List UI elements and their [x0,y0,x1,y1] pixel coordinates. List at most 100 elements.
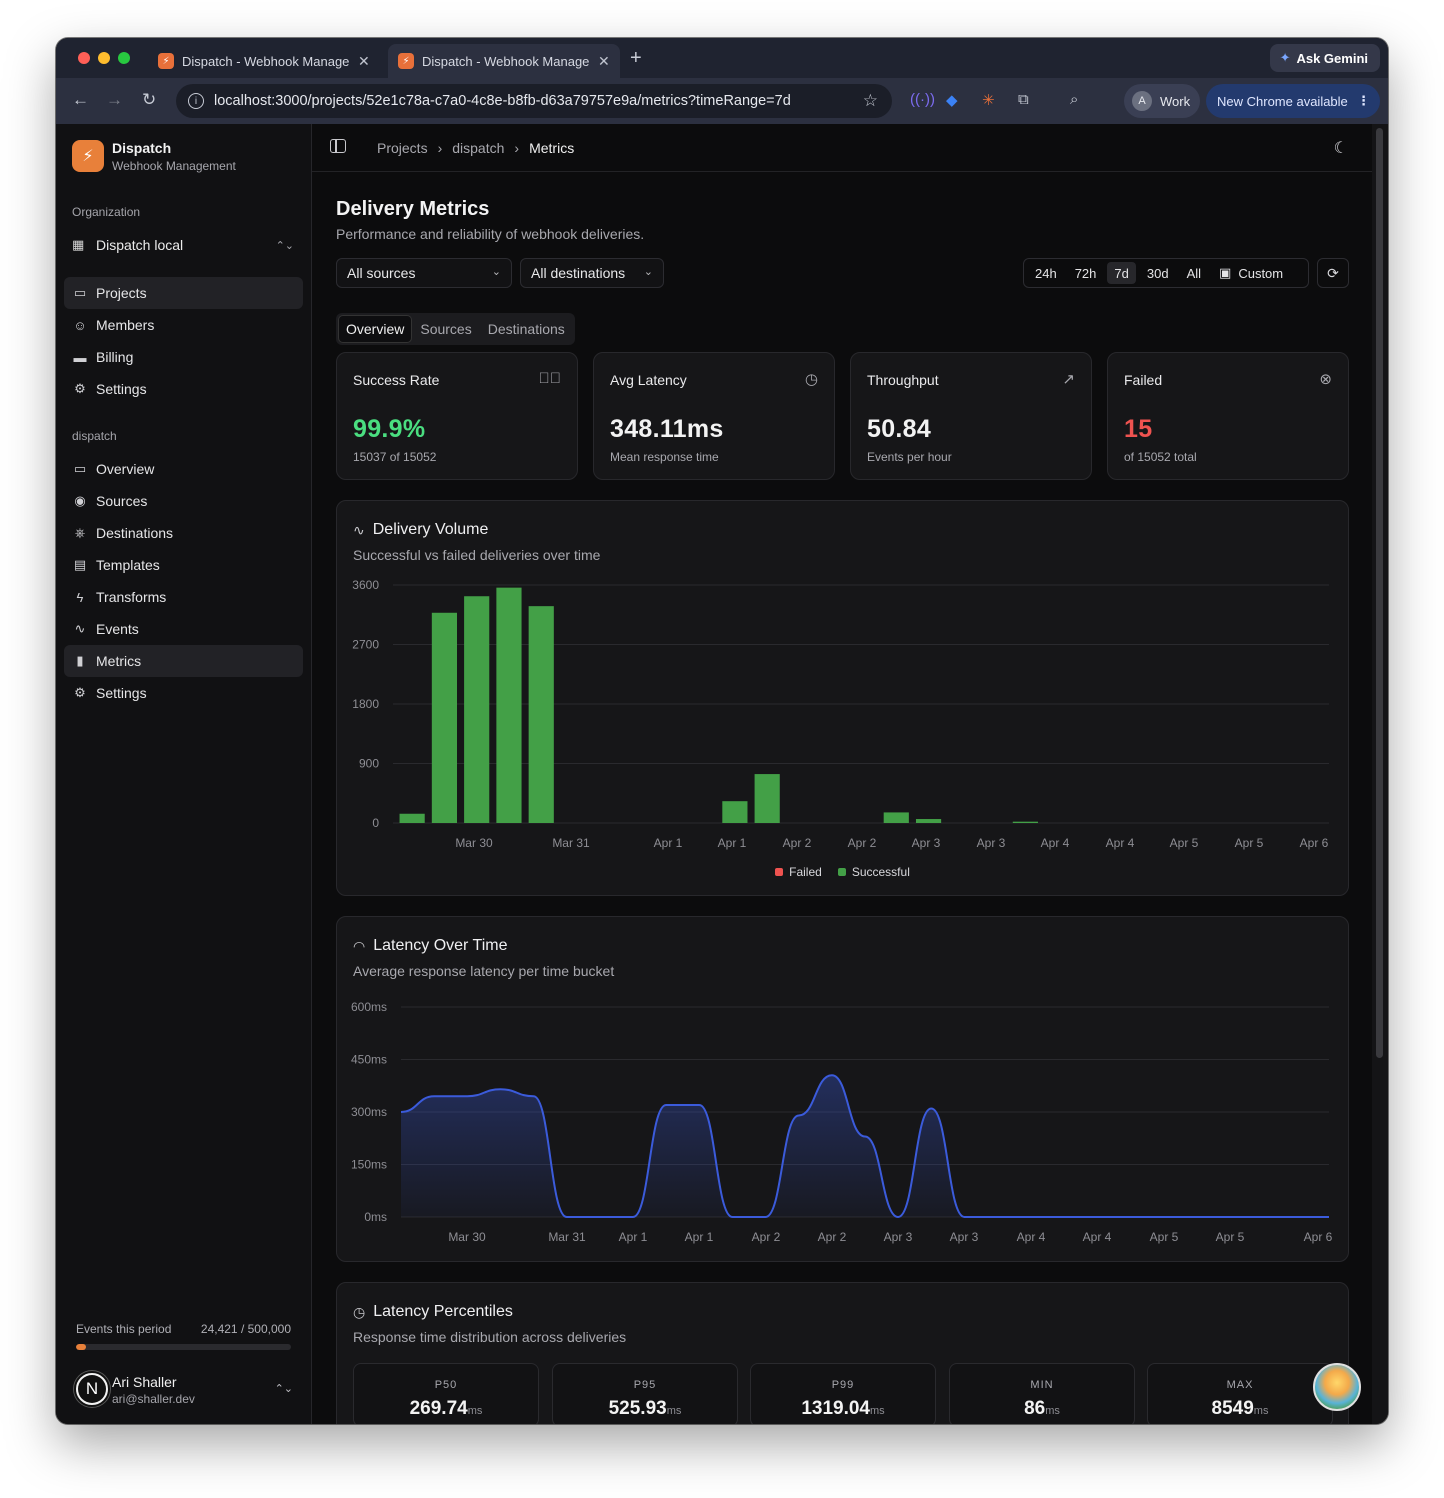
stat-value: 348.11ms [610,415,724,443]
tab-title: Dispatch - Webhook Management [182,53,350,69]
percentile-unit: ms [467,1405,483,1417]
sidebar: ⚡ Dispatch Webhook Management Organizati… [56,124,312,1424]
chevron-down-icon: ⌄ [491,266,501,278]
browser-tab-active[interactable]: ⚡ Dispatch - Webhook Management ✕ [388,44,620,78]
tab-sources[interactable]: Sources [420,321,472,337]
sidebar-item-label: Settings [96,381,147,397]
x-tick-label: Mar 31 [548,1230,586,1244]
percentile-unit: ms [1253,1405,1269,1417]
stat-note: of 15052 total [1124,450,1197,464]
breadcrumb-dispatch[interactable]: dispatch [452,140,505,156]
percentile-value: 8549ms [1148,1398,1332,1420]
stat-note: Events per hour [867,450,952,464]
bookmark-star-icon[interactable]: ☆ [862,91,878,110]
clock-icon: ◷ [353,1303,366,1320]
x-tick-label: Apr 3 [977,836,1006,850]
bar-successful [528,606,554,823]
theme-moon-icon[interactable]: ☾ [1333,140,1348,157]
url-text[interactable]: localhost:3000/projects/52e1c78a-c7a0-4c… [214,93,791,109]
range-24h-button[interactable]: 24h [1035,265,1057,281]
range-72h-button[interactable]: 72h [1074,265,1097,281]
gauge-icon: ◠ [353,937,366,954]
site-info-icon[interactable]: i [188,93,204,109]
main-content: Projects › dispatch › Metrics ☾ Delivery… [312,124,1372,1424]
legend-item-failed[interactable]: Failed [775,865,822,879]
sidebar-item-projects[interactable]: ▭ Projects [64,277,303,309]
forward-arrow-icon[interactable]: → [106,90,123,109]
sidebar-item-project-settings[interactable]: ⚙ Settings [64,677,303,709]
top-bar: Projects › dispatch › Metrics ☾ [312,124,1372,172]
scrollbar-thumb[interactable] [1376,128,1383,1058]
breadcrumb-projects[interactable]: Projects [377,140,428,156]
percentile-p50: P50 269.74ms [353,1363,539,1424]
floating-profile-avatar[interactable] [1313,1363,1361,1411]
delivery-volume-legend: Failed Successful [337,865,1348,879]
x-tick-label: Apr 5 [1170,836,1199,850]
radio-extension-icon[interactable]: ((·)) [910,91,935,108]
sidebar-item-label: Transforms [96,589,167,605]
tab-destinations[interactable]: Destinations [487,321,565,337]
minimize-window-button[interactable] [98,52,110,64]
screen-search-icon[interactable]: ⌕ [1070,91,1079,108]
usage-value: 24,421 / 500,000 [200,1322,291,1336]
sidebar-item-sources[interactable]: ◉ Sources [64,485,303,517]
range-7d-button[interactable]: 7d [1107,262,1136,284]
x-tick-label: Apr 3 [884,1230,913,1244]
folder-icon: ▭ [73,461,87,476]
close-tab-icon[interactable]: ✕ [358,52,370,69]
source-filter-select[interactable]: All sources ⌄ [336,258,512,288]
chevrons-up-down-icon[interactable]: ⌃⌄ [274,1383,293,1395]
sidebar-item-org-settings[interactable]: ⚙ Settings [64,373,303,405]
profile-avatar: A [1132,91,1152,111]
sidebar-item-members[interactable]: ☺ Members [64,309,303,341]
sidebar-item-transforms[interactable]: ϟ Transforms [64,581,303,613]
zoom-window-button[interactable] [118,52,130,64]
new-tab-button[interactable]: + [630,47,642,69]
destination-filter-value: All destinations [531,265,626,281]
legend-swatch-failed [775,868,784,876]
tab-overview[interactable]: Overview [339,316,412,342]
sidebar-item-events[interactable]: ∿ Events [64,613,303,645]
legend-item-successful[interactable]: Successful [837,865,910,879]
chart-title-text: Latency Percentiles [373,1303,513,1320]
sidebar-item-overview[interactable]: ▭ Overview [64,453,303,485]
reload-icon[interactable]: ↻ [142,90,157,109]
claude-extension-icon[interactable]: ✳ [982,92,995,109]
x-tick-label: Apr 1 [685,1230,714,1244]
bolt-icon: ϟ [76,589,84,605]
kebab-menu-icon[interactable]: ⋮ [1357,93,1370,108]
sidebar-toggle-icon[interactable] [330,139,346,153]
range-all-button[interactable]: All [1186,265,1202,281]
sidebar-item-label: Events [96,621,139,637]
tag-extension-icon[interactable]: ◆ [946,92,958,109]
page-scrollbar[interactable] [1372,124,1388,1424]
chart-subtitle: Successful vs failed deliveries over tim… [353,547,601,563]
latency-percentiles-card: ◷ Latency Percentiles Response time dist… [336,1282,1349,1424]
sidebar-item-templates[interactable]: ▤ Templates [64,549,303,581]
destination-filter-select[interactable]: All destinations ⌄ [520,258,664,288]
browser-tab[interactable]: ⚡ Dispatch - Webhook Management ✕ [148,44,384,78]
ask-gemini-button[interactable]: ✦ Ask Gemini [1269,44,1380,72]
profile-button[interactable]: A Work [1124,84,1200,118]
user-name[interactable]: Ari Shaller [112,1374,177,1390]
back-arrow-icon[interactable]: ← [72,90,89,109]
chrome-update-button[interactable]: New Chrome available ⋮ [1206,84,1380,118]
refresh-button[interactable]: ⟳ [1317,258,1349,288]
sidebar-item-billing[interactable]: ▬ Billing [64,341,303,373]
sidebar-item-destinations[interactable]: ⎈ Destinations [64,517,303,549]
range-30d-button[interactable]: 30d [1146,265,1169,281]
sidebar-item-metrics[interactable]: ▮ Metrics [64,645,303,677]
sidebar-item-label: Sources [96,493,148,509]
puzzle-extensions-icon[interactable]: ⧉ [1018,91,1029,108]
user-avatar[interactable]: N [74,1371,110,1407]
address-bar[interactable]: i localhost:3000/projects/52e1c78a-c7a0-… [176,84,892,118]
close-window-button[interactable] [78,52,90,64]
range-custom-button[interactable]: ▣ Custom [1212,262,1290,284]
percentile-label: MAX [1226,1379,1254,1391]
chevrons-up-down-icon: ⌃⌄ [275,239,294,252]
stat-label: Failed [1124,372,1163,388]
close-tab-icon[interactable]: ✕ [598,52,610,69]
org-switcher[interactable]: ▦ Dispatch local ⌃⌄ [64,230,304,260]
percentile-value: 1319.04ms [751,1398,935,1420]
success-rate-card: Success Rate ✓⃝ 99.9% 15037 of 15052 [336,352,578,480]
